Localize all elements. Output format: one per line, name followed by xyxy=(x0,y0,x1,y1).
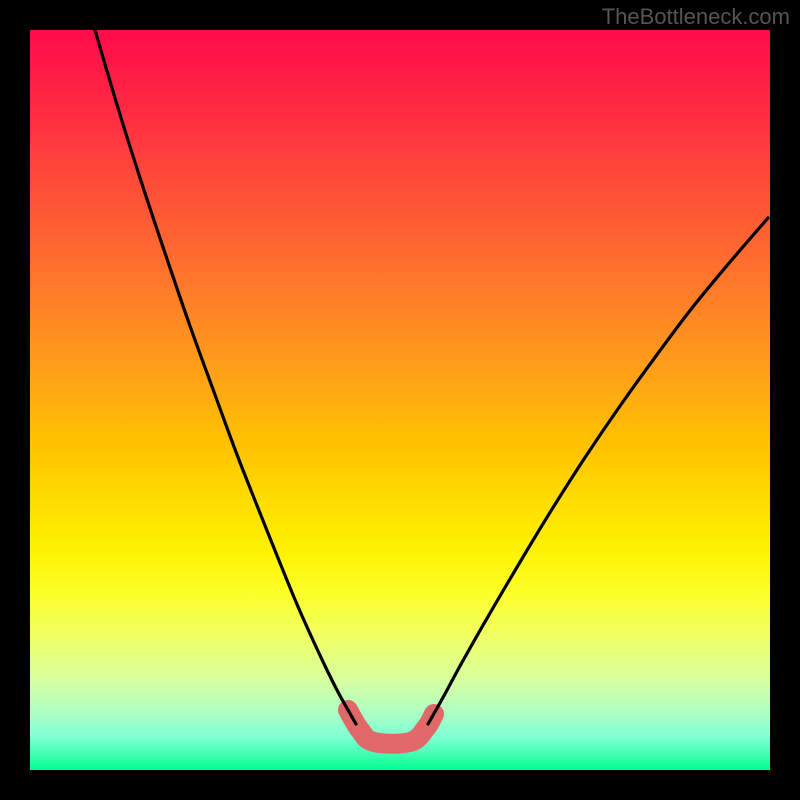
left-curve xyxy=(95,30,356,724)
curve-layer xyxy=(30,30,770,770)
watermark-text: TheBottleneck.com xyxy=(602,4,790,30)
bottleneck-marker xyxy=(348,710,434,744)
chart-frame: TheBottleneck.com xyxy=(0,0,800,800)
right-curve xyxy=(428,218,768,724)
plot-area xyxy=(30,30,770,770)
